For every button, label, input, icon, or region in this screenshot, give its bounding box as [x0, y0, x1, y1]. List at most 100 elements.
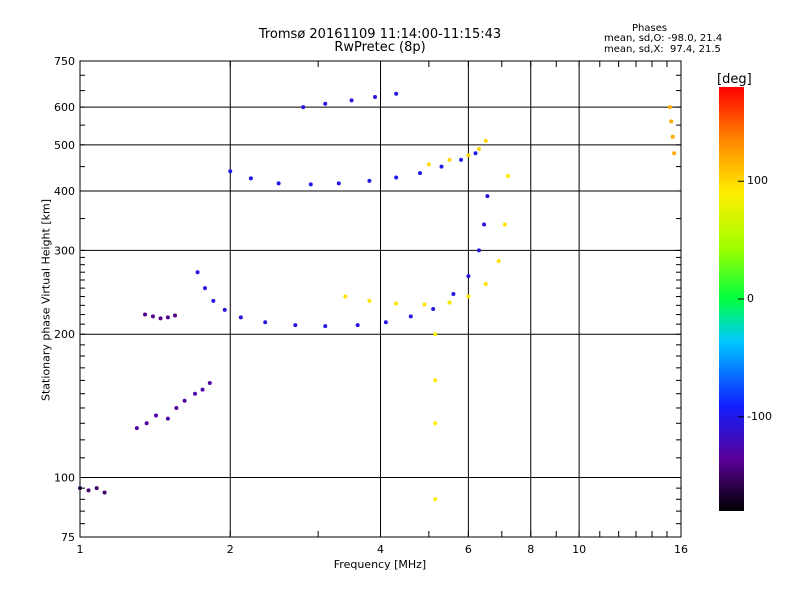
- data-point-o: [276, 181, 281, 186]
- data-point-o: [394, 175, 399, 180]
- x-tick-label: 6: [465, 543, 472, 556]
- y-tick-label: 100: [54, 472, 75, 485]
- data-point-o: [202, 286, 207, 291]
- data-point-o: [174, 405, 179, 410]
- y-tick-label: 300: [54, 244, 75, 257]
- y-tick-label: 500: [54, 139, 75, 152]
- data-point-o: [476, 248, 481, 253]
- data-point-o: [355, 323, 360, 328]
- data-point-x: [394, 301, 399, 306]
- data-point-o: [154, 413, 159, 418]
- data-point-o: [228, 169, 233, 174]
- data-point-o: [383, 320, 388, 325]
- data-point-o: [86, 488, 91, 493]
- data-point-x: [367, 298, 372, 303]
- data-point-o: [308, 182, 313, 187]
- data-point-o: [182, 398, 187, 403]
- data-point-x: [426, 162, 431, 167]
- colorbar-tick-label: 100: [747, 174, 768, 188]
- data-point-o: [143, 312, 148, 317]
- colorbar-tick-label: 0: [747, 292, 754, 305]
- colorbar-tick-label: -100: [747, 409, 772, 423]
- data-point-o: [466, 274, 471, 279]
- data-point-x: [343, 294, 348, 299]
- data-point-x: [483, 138, 488, 143]
- data-point-o: [336, 181, 341, 186]
- data-point-x: [466, 294, 471, 299]
- y-tick-label: 200: [54, 328, 75, 341]
- data-point-o: [459, 157, 464, 162]
- data-point-x: [433, 497, 438, 502]
- chart-title: Tromsø 20161109 11:14:00-11:15:43: [258, 27, 502, 42]
- chart-subtitle: RwPretec (8p): [334, 40, 426, 55]
- grid-lines: [80, 61, 681, 537]
- data-point-x: [672, 151, 677, 156]
- data-point-o: [94, 486, 99, 491]
- data-point-o: [144, 421, 149, 426]
- data-point-o: [482, 222, 487, 227]
- x-tick-label: 1: [77, 543, 84, 556]
- data-point-o: [323, 101, 328, 106]
- data-point-o: [207, 380, 212, 385]
- data-point-o: [238, 315, 243, 320]
- x-tick-label: 4: [377, 543, 384, 556]
- data-point-o: [367, 178, 372, 183]
- data-point-o: [248, 176, 253, 181]
- data-point-o: [134, 426, 139, 431]
- data-point-o: [263, 320, 268, 325]
- data-point-o: [485, 194, 490, 199]
- data-point-o: [195, 270, 200, 275]
- data-point-x: [422, 302, 427, 307]
- data-point-o: [408, 314, 413, 319]
- data-point-o: [193, 391, 198, 396]
- phase-stats-o: mean, sd,O: -98.0, 21.4: [604, 33, 723, 44]
- data-point-x: [447, 300, 452, 305]
- data-point-o: [349, 98, 354, 103]
- data-point-o: [200, 387, 205, 392]
- phases-heading: Phases: [632, 23, 668, 34]
- x-axis-ticks: 1 2 4 6 8 10 16: [77, 61, 688, 556]
- data-point-x: [433, 421, 438, 426]
- data-point-o: [222, 307, 227, 312]
- data-point-x: [466, 153, 471, 158]
- data-point-o: [439, 164, 444, 169]
- data-point-x: [669, 119, 674, 124]
- data-point-o: [102, 490, 107, 495]
- data-point-x: [447, 157, 452, 162]
- y-tick-label: 400: [54, 185, 75, 198]
- data-point-x: [667, 105, 672, 110]
- data-point-o: [323, 324, 328, 329]
- data-point-o: [293, 323, 298, 328]
- y-tick-label: 75: [61, 531, 75, 544]
- data-point-o: [165, 416, 170, 421]
- data-point-x: [502, 222, 507, 227]
- y-axis-ticks: 750 600 500 400 300 200 100 75: [54, 55, 681, 544]
- data-point-o: [394, 91, 399, 96]
- colorbar-ticks: [738, 180, 744, 418]
- data-point-x: [433, 332, 438, 337]
- data-point-o: [473, 151, 478, 156]
- data-point-o: [150, 314, 155, 319]
- data-point-o: [431, 306, 436, 311]
- data-point-o: [418, 171, 423, 176]
- data-point-o: [451, 291, 456, 296]
- x-tick-label: 8: [527, 543, 534, 556]
- data-point-x: [505, 173, 510, 178]
- y-tick-label: 600: [54, 101, 75, 114]
- data-point-o: [172, 313, 177, 318]
- data-point-o: [301, 105, 306, 110]
- data-point-x: [670, 134, 675, 139]
- data-point-o: [165, 315, 170, 320]
- data-point-o: [373, 95, 378, 100]
- x-tick-label: 2: [227, 543, 234, 556]
- phase-stats-x: mean, sd,X: 97.4, 21.5: [604, 44, 721, 55]
- y-axis-label: Stationary phase Virtual Height [km]: [39, 198, 53, 402]
- data-point-o: [158, 316, 163, 321]
- colorbar-unit: [deg]: [717, 72, 752, 87]
- data-point-o: [211, 298, 216, 303]
- data-point-x: [433, 378, 438, 383]
- x-tick-label: 16: [674, 543, 688, 556]
- data-points: [78, 91, 677, 502]
- data-point-x: [476, 146, 481, 151]
